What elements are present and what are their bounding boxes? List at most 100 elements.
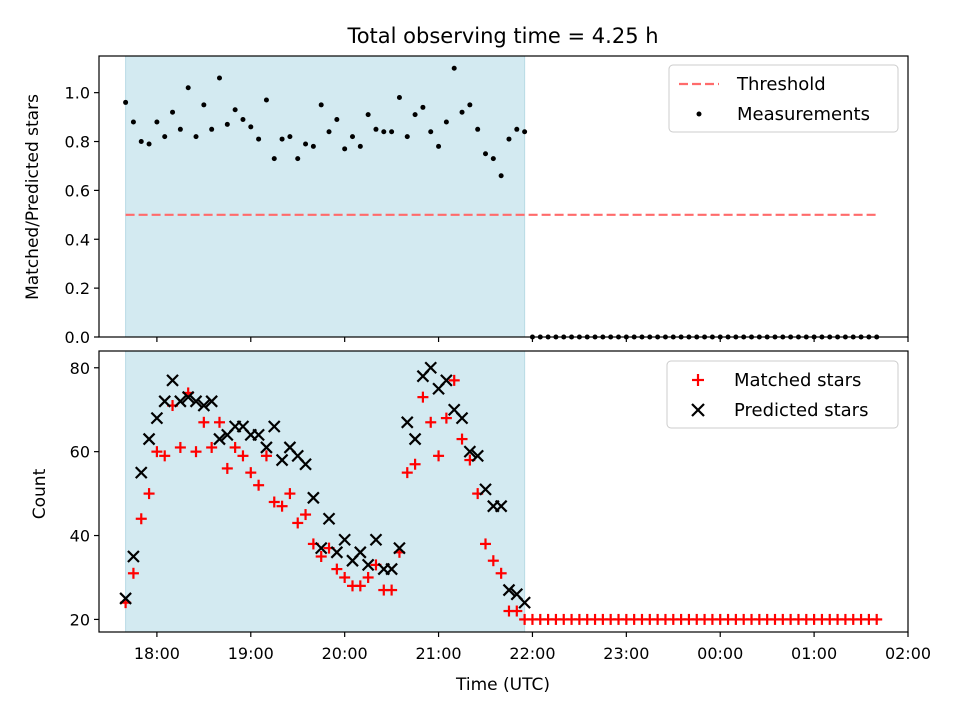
predicted-star-point bbox=[205, 395, 218, 408]
top-y-axis-label: Matched/Predicted stars bbox=[23, 94, 43, 300]
measurement-point bbox=[475, 126, 481, 132]
measurement-point bbox=[404, 134, 410, 140]
predicted-star-point bbox=[213, 432, 226, 446]
measurement-point bbox=[138, 139, 144, 145]
bottom-x-ticks: 18:00 19:00 20:00 21:00 22:00 23:00 00:00 01:00… bbox=[134, 632, 931, 663]
bottom-legend-box bbox=[666, 360, 899, 429]
matched-star-point bbox=[440, 412, 452, 424]
measurement-point bbox=[130, 119, 136, 125]
x-tick-label: 19:00 bbox=[228, 644, 274, 663]
predicted-legend-swatch bbox=[691, 403, 705, 417]
top-y-tick-label: 0.2 bbox=[65, 279, 90, 298]
measurement-point bbox=[334, 117, 340, 123]
measurement-point bbox=[389, 129, 395, 135]
predicted-star-point bbox=[142, 432, 156, 446]
predicted-star-point bbox=[518, 596, 531, 609]
measurement-point bbox=[373, 126, 379, 132]
measurement-point bbox=[357, 143, 363, 149]
measurement-point bbox=[412, 112, 418, 118]
matched-star-point bbox=[276, 500, 288, 512]
measurement-point bbox=[349, 134, 355, 140]
measurement-point bbox=[396, 95, 402, 101]
matched-star-point bbox=[495, 567, 507, 579]
predicted-star-point bbox=[260, 441, 273, 454]
predicted-star-point bbox=[330, 546, 344, 559]
x-tick-label: 22:00 bbox=[509, 644, 555, 663]
threshold-legend-label: Threshold bbox=[736, 74, 826, 95]
matched-star-point bbox=[292, 517, 304, 529]
predicted-star-point bbox=[322, 512, 336, 526]
measurement-point bbox=[154, 119, 160, 125]
measurement-point bbox=[436, 143, 442, 149]
matched-star-point bbox=[339, 571, 351, 583]
top-legend: Threshold Measurements bbox=[668, 64, 899, 133]
top-y-tick-label: 0.8 bbox=[65, 133, 90, 152]
matched-star-point bbox=[198, 416, 210, 428]
predicted-star-point bbox=[440, 374, 453, 387]
predicted-stars-points bbox=[119, 361, 531, 609]
matched-star-point bbox=[206, 441, 218, 453]
predicted-star-point bbox=[150, 411, 164, 425]
x-tick-label: 21:00 bbox=[416, 644, 462, 663]
predicted-star-point bbox=[166, 374, 179, 387]
top-y-tick-label: 1.0 bbox=[65, 84, 90, 103]
measurement-point bbox=[498, 173, 504, 179]
measurement-point bbox=[193, 134, 199, 140]
matched-star-point bbox=[417, 391, 429, 403]
matched-star-point bbox=[151, 446, 163, 458]
predicted-legend-label: Predicted stars bbox=[734, 400, 868, 421]
measurement-point bbox=[287, 134, 293, 140]
predicted-star-point bbox=[338, 533, 351, 547]
predicted-star-point bbox=[502, 583, 516, 597]
measurement-point bbox=[490, 156, 496, 162]
top-x-ticks bbox=[156, 337, 909, 342]
matched-star-point bbox=[135, 513, 147, 525]
matched-star-point bbox=[401, 467, 413, 479]
predicted-star-point bbox=[408, 432, 422, 446]
matched-star-point bbox=[871, 613, 883, 625]
bottom-y-tick-label: 60 bbox=[70, 443, 90, 462]
predicted-star-point bbox=[299, 457, 312, 471]
predicted-star-point bbox=[252, 428, 265, 442]
chart-title: Total observing time = 4.25 h bbox=[346, 24, 658, 48]
top-observing-interval-shade bbox=[125, 55, 526, 338]
measurement-point bbox=[146, 141, 152, 147]
measurement-point bbox=[232, 107, 238, 113]
measurement-point bbox=[248, 124, 254, 130]
measurement-point bbox=[263, 97, 269, 103]
matched-star-point bbox=[331, 563, 343, 575]
measurement-point bbox=[506, 136, 512, 142]
matched-star-point bbox=[386, 584, 398, 596]
bottom-legend: Matched stars Predicted stars bbox=[666, 360, 899, 429]
predicted-star-point bbox=[463, 445, 477, 458]
matched-star-point bbox=[433, 450, 445, 462]
x-axis-label: Time (UTC) bbox=[455, 675, 550, 695]
predicted-star-point bbox=[181, 390, 195, 404]
predicted-star-point bbox=[119, 592, 132, 605]
matched-star-point bbox=[315, 551, 327, 563]
bottom-y-ticks: 20 40 60 80 bbox=[70, 359, 99, 629]
matched-star-point bbox=[190, 446, 202, 458]
measurement-point bbox=[240, 117, 246, 123]
predicted-star-point bbox=[424, 361, 438, 375]
measurement-point bbox=[185, 85, 191, 91]
measurement-point bbox=[451, 65, 457, 71]
measurement-point bbox=[279, 136, 285, 142]
bottom-y-tick-label: 20 bbox=[70, 610, 90, 629]
matched-star-point bbox=[174, 441, 186, 453]
top-axes-frame bbox=[98, 55, 909, 338]
measurement-point bbox=[459, 109, 465, 115]
matched-star-point bbox=[300, 509, 312, 521]
measurement-point bbox=[271, 156, 277, 162]
measurement-point bbox=[123, 99, 129, 105]
x-tick-label: 20:00 bbox=[322, 644, 368, 663]
bottom-panel: 20 40 60 80 18:00 19:00 20:00 21:00 22:00 23:00 0… bbox=[30, 350, 931, 695]
measurement-point bbox=[342, 146, 348, 152]
predicted-star-point bbox=[479, 483, 492, 496]
x-tick-label: 01:00 bbox=[791, 644, 837, 663]
predicted-star-point bbox=[197, 399, 211, 412]
bottom-axes-frame bbox=[98, 350, 909, 633]
predicted-star-point bbox=[369, 533, 383, 547]
measurement-point bbox=[365, 112, 371, 118]
matched-star-point bbox=[143, 488, 155, 500]
